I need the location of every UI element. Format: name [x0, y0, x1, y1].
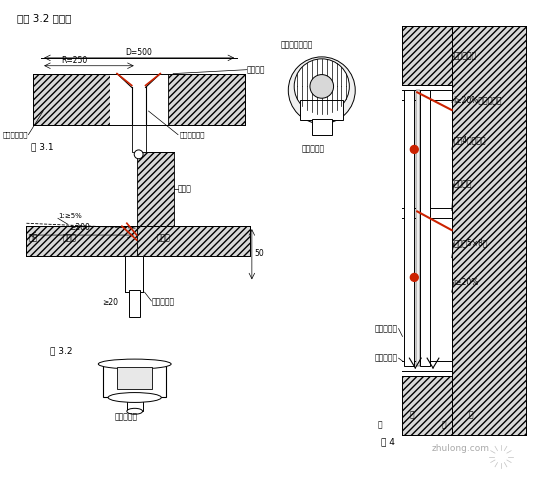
Text: 用于地面: 用于地面 [247, 65, 265, 74]
Bar [312, 119, 332, 135]
Text: 内: 内 [410, 411, 414, 420]
Bar [129, 290, 139, 317]
Bar [452, 26, 525, 435]
Text: 圆型雨水斗: 圆型雨水斗 [302, 144, 325, 153]
Bar [416, 90, 420, 366]
Bar [404, 90, 414, 366]
Text: 防腐软垫: 防腐软垫 [454, 179, 472, 188]
Circle shape [410, 273, 418, 282]
Bar [403, 26, 452, 86]
Text: 外: 外 [442, 421, 446, 430]
Text: D=500: D=500 [125, 48, 152, 57]
Text: 方型雨水斗: 方型雨水斗 [115, 412, 138, 421]
Ellipse shape [108, 392, 161, 402]
Bar [403, 376, 452, 435]
Bar [103, 363, 166, 398]
Text: 外窗台特窗: 外窗台特窗 [375, 354, 398, 363]
Text: 雨水管: 雨水管 [156, 234, 170, 242]
Text: i≥20%，平开安装: i≥20%，平开安装 [454, 96, 502, 105]
Text: 图 4: 图 4 [381, 437, 395, 446]
Text: 和图 3.2 所示：: 和图 3.2 所示： [17, 13, 71, 23]
Bar [420, 90, 430, 366]
Bar [127, 398, 143, 411]
Bar [26, 226, 137, 256]
Text: 图 3.2: 图 3.2 [50, 346, 73, 355]
Ellipse shape [127, 408, 143, 414]
Circle shape [294, 59, 349, 114]
Bar [137, 152, 174, 226]
Circle shape [310, 75, 334, 98]
Text: 图 3.1: 图 3.1 [31, 142, 54, 152]
Bar [300, 100, 343, 120]
Circle shape [410, 145, 418, 153]
Circle shape [288, 57, 355, 124]
Text: 内: 内 [378, 421, 382, 430]
Bar [125, 256, 143, 292]
Text: R=250: R=250 [62, 56, 88, 65]
Bar [33, 74, 110, 125]
Bar [137, 226, 250, 256]
Bar [132, 125, 146, 152]
Text: 防水油膏嵌缝: 防水油膏嵌缝 [180, 131, 206, 138]
Circle shape [134, 150, 143, 159]
Text: 50: 50 [255, 249, 264, 258]
Text: ≥200: ≥200 [69, 223, 90, 232]
Text: 防水软嵌缝: 防水软嵌缝 [454, 52, 477, 60]
Text: i≥20%: i≥20% [454, 278, 479, 287]
Text: 屋面: 屋面 [29, 234, 38, 242]
Text: 内窗台特窗: 内窗台特窗 [375, 324, 398, 333]
Text: 方型雨水斗: 方型雨水斗 [151, 297, 175, 306]
Text: 外: 外 [469, 411, 474, 420]
Text: 泄水孔5×8槽: 泄水孔5×8槽 [454, 239, 488, 248]
Text: zhulong.com: zhulong.com [432, 444, 490, 453]
Text: 序号4铝流水槽: 序号4铝流水槽 [454, 135, 486, 144]
Ellipse shape [99, 359, 171, 369]
Text: ≥20: ≥20 [102, 297, 118, 306]
Text: 用于屋里、阳台: 用于屋里、阳台 [281, 40, 313, 49]
Bar [168, 74, 245, 125]
Bar [110, 74, 168, 125]
Bar [117, 367, 152, 389]
Text: 女儿墙: 女儿墙 [178, 185, 192, 193]
Text: 沥青麻丝填缝: 沥青麻丝填缝 [3, 131, 29, 138]
Text: 汇水坑: 汇水坑 [63, 234, 77, 242]
Text: 1:≥5%: 1:≥5% [58, 213, 82, 219]
